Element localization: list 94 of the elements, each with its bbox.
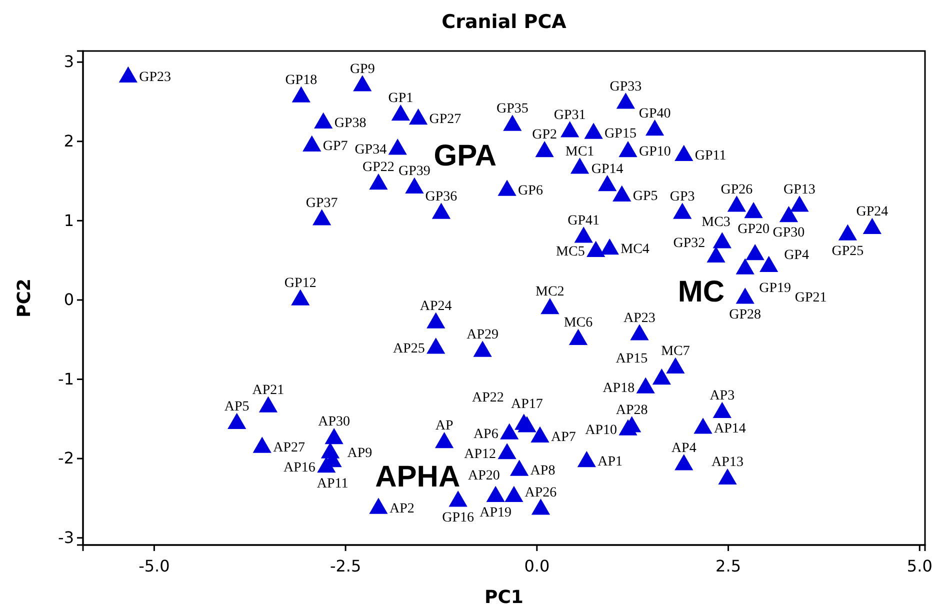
annotation: MC1 xyxy=(565,144,594,160)
annotation: AP30 xyxy=(318,414,350,430)
annotation: GP21 xyxy=(794,290,827,306)
annotation: AP14 xyxy=(714,421,746,436)
annotation: MC xyxy=(678,275,725,308)
annotation: AP11 xyxy=(316,476,348,492)
annotation: GP19 xyxy=(759,281,792,296)
annotation: GP4 xyxy=(784,248,809,263)
y-axis-title: PC2 xyxy=(14,278,35,318)
annotation: AP10 xyxy=(585,423,618,438)
annotation: MC6 xyxy=(564,316,593,331)
annotation: AP9 xyxy=(347,446,372,462)
annotation: GP32 xyxy=(673,236,706,251)
chart-title: Cranial PCA xyxy=(442,11,567,33)
annotation: GP35 xyxy=(496,102,528,117)
y-tick-label: 3 xyxy=(64,52,74,72)
annotation: GP31 xyxy=(554,108,586,123)
annotation: MC4 xyxy=(620,242,650,258)
y-tick-label: -1 xyxy=(58,369,74,388)
annotation: AP28 xyxy=(616,402,648,418)
annotation: AP3 xyxy=(710,388,735,404)
annotation: GP37 xyxy=(306,196,338,211)
annotation: GP13 xyxy=(784,182,816,198)
annotation: GP6 xyxy=(518,184,543,199)
x-axis-title: PC1 xyxy=(484,587,524,608)
annotation: GP7 xyxy=(322,139,348,154)
annotation: GP15 xyxy=(604,126,636,142)
annotation: GP39 xyxy=(398,164,430,180)
annotation: AP12 xyxy=(464,446,496,462)
annotation: GP9 xyxy=(350,62,375,77)
annotation: AP21 xyxy=(252,383,284,398)
annotation: MC5 xyxy=(556,244,585,260)
annotation: GP1 xyxy=(388,91,414,106)
y-tick-label: 1 xyxy=(64,210,74,230)
annotation: GP18 xyxy=(285,72,318,88)
annotation: GP24 xyxy=(856,204,888,220)
y-tick-label: 0 xyxy=(64,290,74,310)
annotation: GP23 xyxy=(139,70,172,86)
annotation: GPA xyxy=(434,140,497,173)
annotation: AP19 xyxy=(480,506,512,521)
annotation: GP11 xyxy=(694,148,726,164)
annotation: AP13 xyxy=(712,455,744,470)
annotation: AP29 xyxy=(466,328,499,343)
annotation: AP xyxy=(435,418,454,434)
annotation: AP16 xyxy=(284,460,316,476)
annotation: AP6 xyxy=(473,426,498,442)
annotation: MC3 xyxy=(702,215,730,230)
annotation: GP10 xyxy=(639,144,671,160)
annotation: APHA xyxy=(375,460,460,494)
y-tick-label: -3 xyxy=(58,528,74,547)
annotation: GP34 xyxy=(354,142,387,158)
x-tick-label: 0.0 xyxy=(524,556,550,576)
annotation: AP8 xyxy=(530,463,556,478)
annotation: GP22 xyxy=(362,160,394,176)
annotation: AP26 xyxy=(524,485,557,500)
annotation: AP20 xyxy=(468,468,500,484)
x-tick-label: 2.5 xyxy=(716,556,742,576)
annotation: AP22 xyxy=(472,390,504,406)
annotation: GP30 xyxy=(772,226,805,241)
annotation: AP4 xyxy=(671,440,696,456)
annotation: GP25 xyxy=(832,244,864,259)
annotation: GP40 xyxy=(638,106,671,122)
annotation: GP26 xyxy=(720,182,753,198)
x-tick-label: -2.5 xyxy=(330,556,362,576)
annotation: GP38 xyxy=(334,116,366,132)
annotation: GP41 xyxy=(568,213,600,228)
annotation: GP27 xyxy=(429,112,462,128)
annotation: GP3 xyxy=(670,190,695,205)
x-tick-label: -5.0 xyxy=(138,556,170,576)
annotation: GP12 xyxy=(284,276,316,291)
annotation: AP15 xyxy=(616,351,648,366)
annotation: GP20 xyxy=(738,222,770,237)
annotation: AP27 xyxy=(273,440,306,456)
annotation: AP25 xyxy=(392,341,425,356)
y-tick-label: 2 xyxy=(64,132,74,151)
annotation: AP18 xyxy=(602,381,635,396)
annotation: AP17 xyxy=(511,396,543,412)
annotation: AP7 xyxy=(550,430,576,446)
annotation: AP24 xyxy=(420,298,452,314)
annotation: GP28 xyxy=(729,307,762,322)
annotation: AP5 xyxy=(224,400,250,415)
x-tick-label: 5.0 xyxy=(906,556,932,576)
annotation: GP2 xyxy=(532,128,558,143)
annotation: GP5 xyxy=(632,189,658,204)
annotation: GP14 xyxy=(591,162,624,177)
annotation: GP36 xyxy=(425,190,458,205)
annotation: GP33 xyxy=(610,79,642,94)
annotation: GP16 xyxy=(442,510,474,526)
annotation: MC7 xyxy=(661,344,690,360)
annotation: AP23 xyxy=(624,310,656,326)
annotation: MC2 xyxy=(536,284,564,300)
annotation: AP2 xyxy=(389,502,414,517)
annotation: AP1 xyxy=(598,454,623,470)
y-tick-label: -2 xyxy=(58,448,74,468)
